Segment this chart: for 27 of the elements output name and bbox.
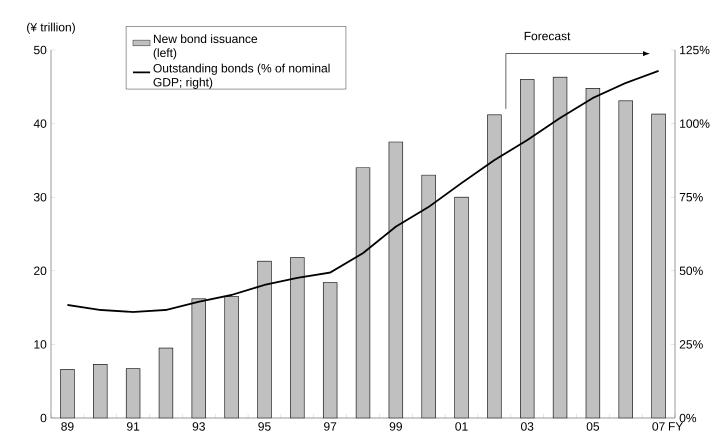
y-tick-label: 20 (34, 266, 46, 276)
x-tick-label: 03 (521, 422, 534, 431)
x-tick-label: 97 (324, 422, 336, 431)
x-tick-label: 07 (652, 422, 665, 431)
x-tick-label: 05 (586, 422, 600, 431)
text: Forecast (524, 32, 570, 40)
y-tick-label: 10 (34, 340, 46, 349)
legend-label: New bond issuance (left) (154, 34, 258, 60)
x-tick-label: 01 (455, 422, 468, 431)
y2-tick-label: 25% (680, 340, 703, 349)
x-tick-label: 95 (258, 422, 271, 431)
y-tick-label: 50 (34, 46, 46, 54)
y-axis-title: (¥ trillion) (27, 22, 75, 34)
y-tick-label: 40 (34, 119, 46, 128)
x-tick-label: 91 (127, 422, 140, 431)
y2-tick-label: 75% (680, 192, 703, 202)
x-tick-label: 89 (61, 422, 74, 431)
x-tick-label: 99 (390, 422, 402, 431)
y2-tick-label: 50% (680, 266, 703, 276)
legend-label: Outstanding bonds (% of nominal GDP; right) (154, 64, 330, 89)
y2-tick-label: 100% (680, 119, 710, 128)
y-tick-label: 0 (40, 414, 46, 422)
x-tick-label: 93 (192, 422, 205, 431)
y-tick-label: 30 (34, 192, 46, 202)
x-axis-title: FY (668, 422, 684, 430)
y2-tick-label: 125% (680, 46, 710, 54)
y2-tick-label: 0% (680, 414, 696, 422)
